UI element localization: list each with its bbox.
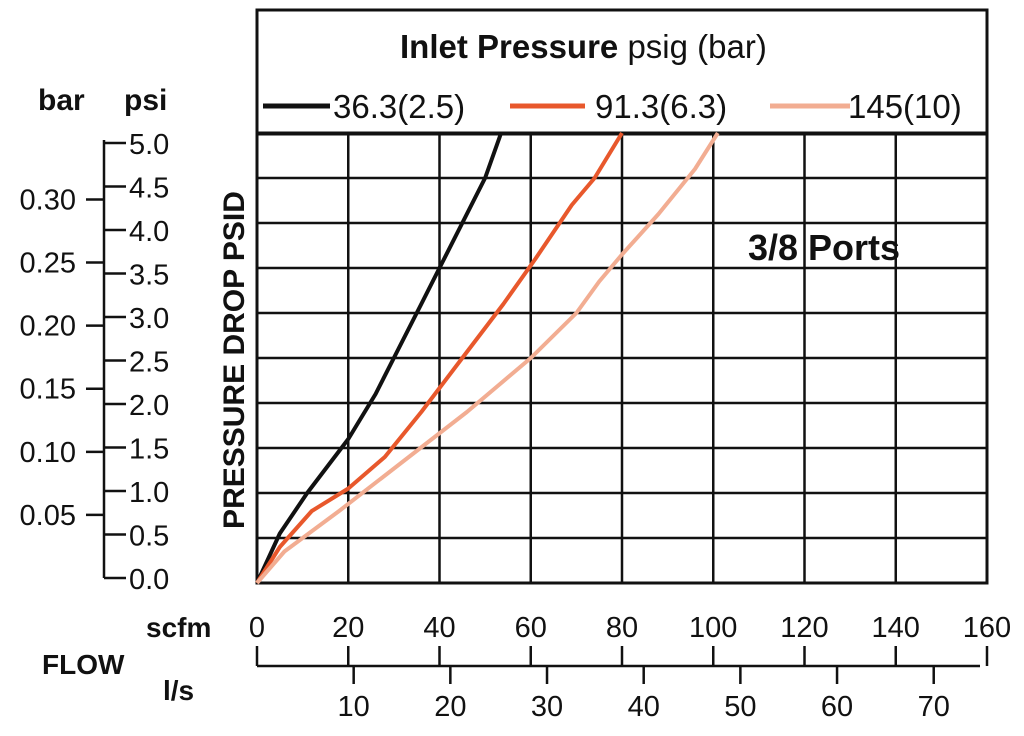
bar-tick-label: 0.05 (20, 500, 76, 532)
flow-label: FLOW (42, 649, 125, 680)
psi-tick-label: 4.5 (129, 173, 169, 205)
ls-tick-label: 50 (724, 691, 756, 723)
psi-tick-label: 2.5 (129, 347, 169, 379)
scfm-tick-label: 60 (515, 612, 547, 644)
series-line-2 (255, 131, 720, 585)
ls-unit-label: l/s (163, 675, 194, 706)
psi-tick-label: 4.0 (129, 216, 169, 248)
scfm-tick-label: 100 (689, 612, 737, 644)
series-line-1 (255, 131, 624, 585)
psi-tick-label: 3.0 (129, 303, 169, 335)
series-lines (255, 131, 720, 585)
ls-tick-label: 10 (338, 691, 370, 723)
bar-tick-label: 0.30 (20, 184, 76, 216)
scfm-tick-label: 160 (963, 612, 1011, 644)
psi-tick-label: 0.0 (129, 564, 169, 596)
psi-tick-label: 1.5 (129, 434, 169, 466)
grid (257, 133, 987, 583)
scfm-unit-label: scfm (146, 612, 211, 643)
legend-title-bold: Inlet Pressure (400, 28, 618, 65)
scfm-tick-label: 0 (249, 612, 265, 644)
psi-axis: 0.0 0.5 1.0 1.5 2.0 2.5 3.0 3.5 4.0 4.5 5.0 (104, 129, 169, 596)
psi-tick-label: 5.0 (129, 129, 169, 161)
series-line-0 (255, 132, 503, 584)
scfm-tick-label: 140 (872, 612, 920, 644)
bar-tick-label: 0.10 (20, 437, 76, 469)
legend-label-91-3: 91.3(6.3) (595, 88, 727, 125)
psi-unit-label: psi (124, 84, 167, 117)
legend-title: Inlet Pressure psig (bar) (400, 28, 767, 65)
ls-tick-label: 20 (434, 691, 466, 723)
psi-tick-label: 0.5 (129, 521, 169, 553)
ls-tick-label: 60 (821, 691, 853, 723)
legend: 36.3(2.5) 91.3(6.3) 145(10) (263, 88, 962, 125)
scfm-tick-label: 20 (332, 612, 364, 644)
legend-title-unit: psig (bar) (618, 28, 767, 65)
bar-tick-label: 0.25 (20, 248, 76, 280)
legend-box (255, 8, 989, 136)
y-axis-title: PRESSURE DROP PSID (218, 191, 251, 529)
ports-annotation: 3/8 Ports (748, 227, 900, 268)
ls-tick-label: 70 (918, 691, 950, 723)
legend-label-36-3: 36.3(2.5) (333, 88, 465, 125)
scfm-tick-label: 120 (780, 612, 828, 644)
bar-tick-label: 0.15 (20, 374, 76, 406)
psi-tick-label: 1.0 (129, 477, 169, 509)
psi-tick-label: 3.5 (129, 260, 169, 292)
scfm-axis: 0 20 40 60 80 100 120 140 160 (249, 612, 1011, 666)
scfm-tick-label: 80 (606, 612, 638, 644)
ls-tick-label: 30 (531, 691, 563, 723)
psi-tick-label: 2.0 (129, 390, 169, 422)
legend-label-145: 145(10) (848, 88, 962, 125)
ls-axis: 10 20 30 40 50 60 70 (338, 666, 950, 723)
scfm-tick-label: 40 (423, 612, 455, 644)
bar-axis: 0.05 0.10 0.15 0.20 0.25 0.30 (20, 184, 104, 532)
bar-tick-label: 0.20 (20, 311, 76, 343)
ls-tick-label: 40 (628, 691, 660, 723)
bar-unit-label: bar (38, 84, 85, 117)
